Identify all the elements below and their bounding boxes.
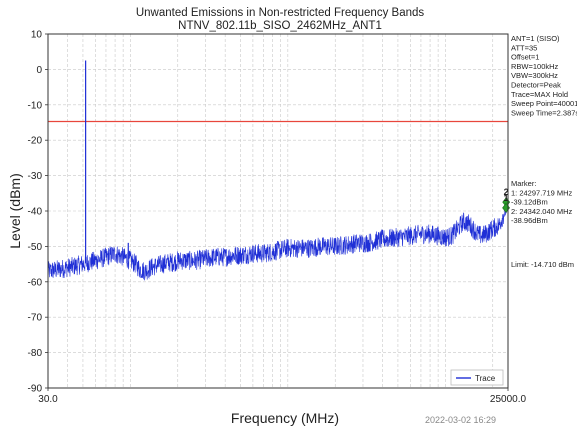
marker-info-line: 1: 24297.719 MHz	[511, 188, 573, 197]
info-line: ANT=1 (SISO)	[511, 34, 560, 43]
info-line: Sweep Time=2.387s	[511, 108, 577, 117]
info-line: Detector=Peak	[511, 81, 561, 90]
y-tick-label: 0	[36, 65, 42, 76]
trace-line	[47, 201, 509, 281]
info-line: Offset=1	[511, 53, 539, 62]
marker-layer: 21	[502, 187, 511, 213]
y-tick-label: -10	[28, 100, 43, 111]
trace-layer	[47, 60, 509, 281]
legend-label: Trace	[475, 374, 496, 383]
y-tick-label: -50	[28, 242, 43, 253]
marker-label: 2	[504, 187, 509, 197]
chart-title: Unwanted Emissions in Non-restricted Fre…	[136, 7, 425, 19]
y-tick-label: -60	[28, 277, 43, 288]
chart-subtitle: NTNV_802.11b_SISO_2462MHz_ANT1	[178, 20, 382, 32]
y-tick-label: -40	[28, 207, 43, 218]
marker-info-line: -38.96dBm	[511, 216, 548, 225]
y-tick-label: -90	[28, 384, 43, 395]
y-axis-label: Level (dBm)	[7, 173, 23, 248]
y-tick-label: -30	[28, 171, 43, 182]
info-line: Trace=MAX Hold	[511, 90, 568, 99]
y-axis-ticks: 10 0 -10 -20 -30 -40 -50 -60 -70 -80 -90	[28, 30, 48, 395]
marker-info-line: -39.12dBm	[511, 198, 548, 207]
info-line: ATT=35	[511, 43, 537, 52]
y-tick-label: -20	[28, 136, 43, 147]
x-axis-ticks: 30.0 25000.0	[38, 388, 527, 405]
x-tick-label: 25000.0	[490, 394, 527, 405]
plot-frame	[47, 33, 509, 389]
x-axis-label: Frequency (MHz)	[231, 410, 339, 426]
info-line: RBW=100kHz	[511, 62, 559, 71]
legend-box	[450, 369, 504, 386]
limit-text: Limit: -14.710 dBm	[511, 260, 574, 269]
grid-layer	[48, 33, 508, 389]
y-tick-label: 10	[31, 30, 43, 41]
legend: Trace	[450, 369, 504, 386]
info-line: VBW=300kHz	[511, 71, 558, 80]
timestamp: 2022-03-02 16:29	[425, 415, 496, 425]
y-tick-label: -70	[28, 313, 43, 324]
y-tick-label: -80	[28, 348, 43, 359]
info-line: Sweep Point=40001	[511, 99, 577, 108]
marker-label: 1	[504, 193, 509, 203]
info-panel: ANT=1 (SISO)ATT=35Offset=1RBW=100kHzVBW=…	[511, 34, 577, 117]
x-tick-label: 30.0	[38, 394, 58, 405]
marker-info-line: Marker:	[511, 179, 536, 188]
marker-info-line: 2: 24342.040 MHz	[511, 207, 573, 216]
